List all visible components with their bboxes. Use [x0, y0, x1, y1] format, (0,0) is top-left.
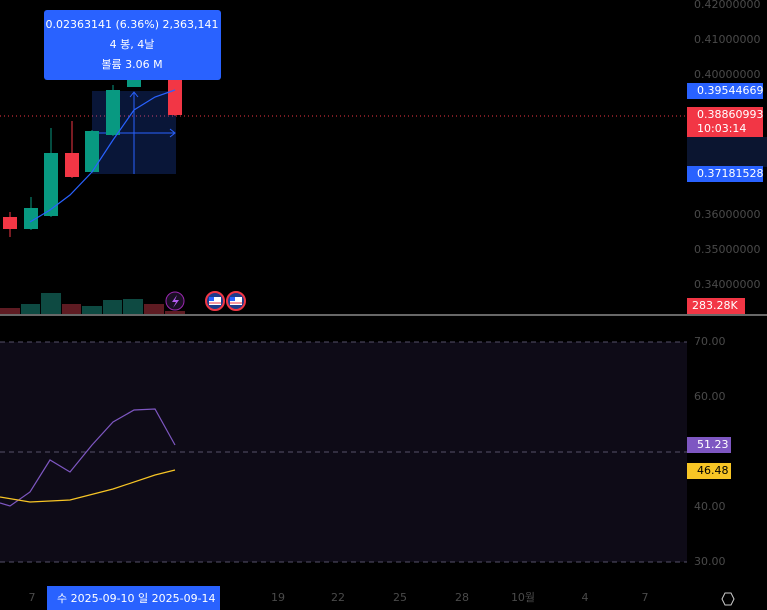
badge: [687, 298, 745, 314]
badge: [687, 437, 731, 453]
measure-tooltip: [44, 10, 221, 80]
time-label: 7: [642, 591, 649, 604]
badge: [687, 107, 763, 137]
measure-high: 0.39544669: [697, 84, 763, 97]
rsi-label: 60.00: [694, 390, 726, 403]
rsi-label: 30.00: [694, 555, 726, 568]
date-range: [47, 586, 220, 610]
time-label: 4: [582, 591, 589, 604]
time-label: 25: [393, 591, 407, 604]
price-label: 0.40000000: [694, 68, 760, 81]
rsi-label: 70.00: [694, 335, 726, 348]
countdown: 10:03:14: [697, 122, 746, 135]
price-label: 0.34000000: [694, 278, 760, 291]
range-start: 수 2025-09-10: [57, 592, 135, 605]
badge: [687, 166, 763, 182]
price-label: 0.42000000: [694, 0, 760, 11]
last-price: 0.38860993: [697, 108, 763, 121]
rsi-ma-value: 46.48: [697, 464, 729, 477]
volume: [0, 293, 185, 314]
badge: [687, 463, 731, 479]
rsi-value: 51.23: [697, 438, 729, 451]
tooltip-change: 0.02363141 (6.36%) 2,363,141: [46, 18, 219, 31]
measure-low: 0.37181528: [697, 167, 763, 180]
price-label: 0.41000000: [694, 33, 760, 46]
tooltip-bars: 4 봉, 4날: [110, 38, 155, 51]
moving-average: [29, 89, 176, 223]
time-label: 7: [29, 591, 36, 604]
time-label: 10월: [511, 591, 535, 604]
range-end: 일 2025-09-14: [138, 591, 216, 605]
time-label: 22: [331, 591, 345, 604]
event-icons: [165, 291, 246, 311]
measure-range: [687, 137, 767, 167]
rsi-line: [0, 408, 176, 507]
time-label: 28: [455, 591, 469, 604]
time-label: 19: [271, 591, 285, 604]
badge: [687, 83, 763, 99]
settings-icon[interactable]: [721, 592, 735, 606]
price-label: 0.36000000: [694, 208, 760, 221]
volume-badge: 283.28K: [692, 299, 738, 312]
measure-arrows: [92, 91, 176, 174]
rsi-label: 40.00: [694, 500, 726, 513]
price-label: 0.35000000: [694, 243, 760, 256]
tooltip-volume: 볼륨 3.06 M: [101, 58, 162, 71]
rsi-ma-line: [0, 469, 176, 503]
